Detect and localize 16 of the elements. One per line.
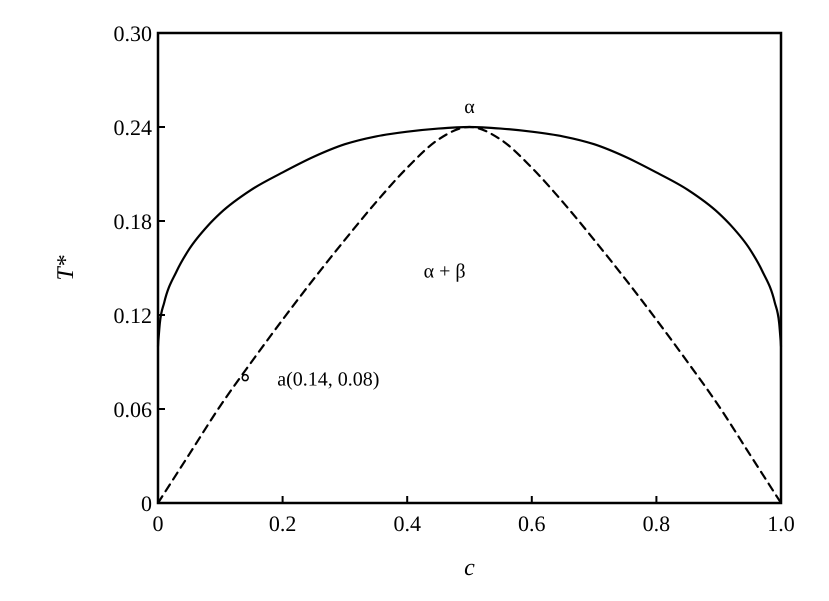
annotation: α + β: [424, 260, 466, 282]
x-tick-label: 0.6: [518, 511, 546, 536]
y-axis-title: T*: [53, 255, 79, 281]
x-axis-title: c: [464, 555, 476, 581]
y-tick-label: 0: [141, 491, 152, 516]
x-tick-label: 1.0: [767, 511, 795, 536]
y-tick-label: 0.12: [114, 303, 152, 328]
annotation: a(0.14, 0.08): [277, 368, 380, 391]
x-tick-label: 0.8: [642, 511, 670, 536]
x-tick-label: 0.4: [393, 511, 421, 536]
y-tick-label: 0.30: [114, 21, 152, 46]
y-tick-label: 0.18: [114, 209, 152, 234]
y-tick-label: 0.24: [114, 115, 152, 140]
x-tick-label: 0.2: [268, 511, 296, 536]
annotation: α: [464, 96, 476, 118]
y-tick-label: 0.06: [114, 397, 152, 422]
